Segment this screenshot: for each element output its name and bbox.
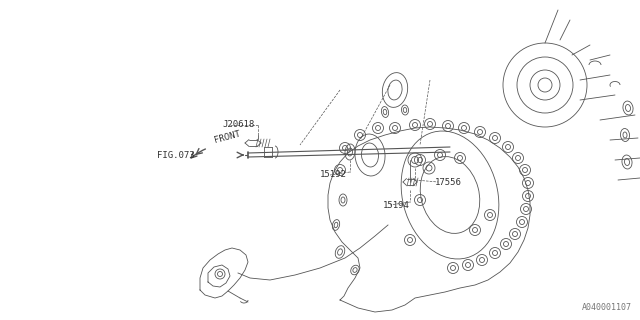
Text: 17556: 17556 <box>435 178 462 187</box>
Text: J20618: J20618 <box>222 120 254 129</box>
Text: FIG.073: FIG.073 <box>157 150 195 159</box>
Text: FRONT: FRONT <box>213 129 241 145</box>
Text: 15194: 15194 <box>383 201 410 210</box>
Text: A040001107: A040001107 <box>582 303 632 312</box>
Text: 15192: 15192 <box>320 170 347 179</box>
